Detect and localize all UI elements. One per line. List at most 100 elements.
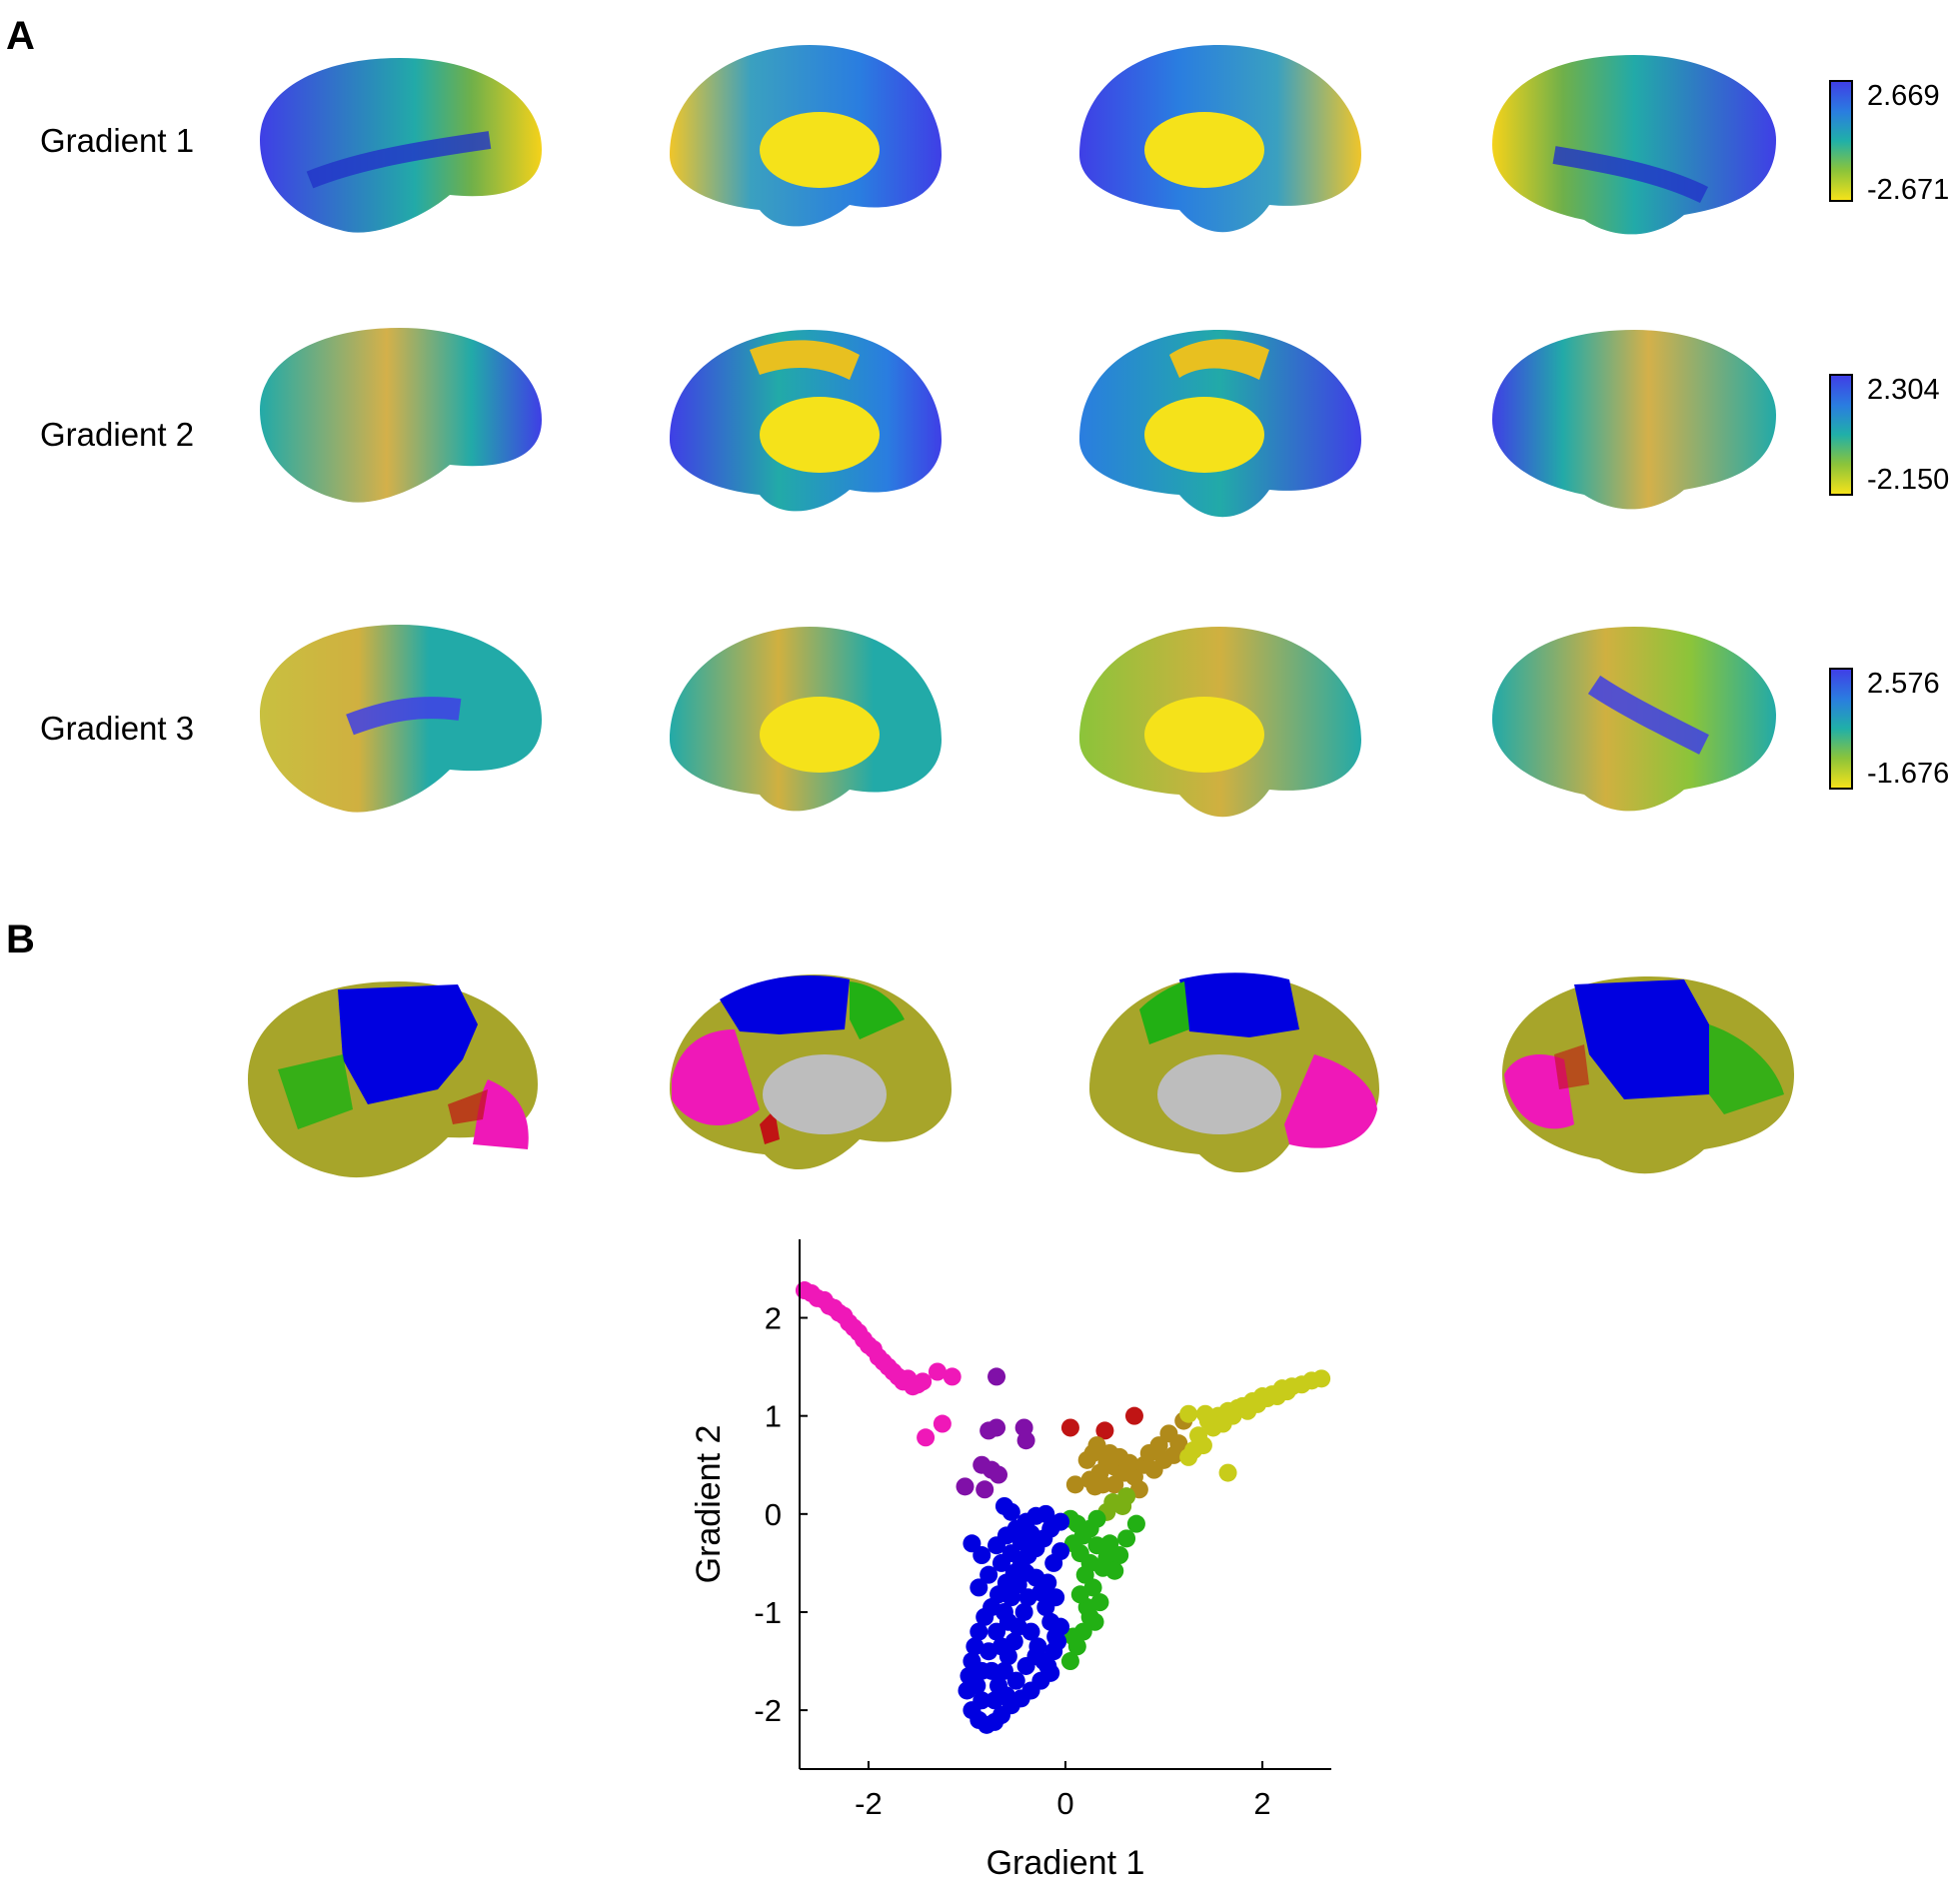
- scatter-point: [1014, 1602, 1033, 1621]
- scatter-point: [970, 1578, 988, 1597]
- scatter-point: [1063, 1627, 1082, 1646]
- scatter-point: [976, 1480, 994, 1499]
- scatter-point: [1195, 1404, 1214, 1423]
- scatter-point: [1120, 1453, 1139, 1472]
- brain-medial-right: [1079, 45, 1361, 233]
- scatter-point: [1105, 1475, 1124, 1494]
- scatter-point: [966, 1637, 984, 1656]
- x-axis-title: Gradient 1: [986, 1844, 1145, 1882]
- scatter-point: [1100, 1443, 1119, 1462]
- scatter-point: [1100, 1534, 1119, 1553]
- scatter-point: [1179, 1404, 1198, 1423]
- colorbar-3: [1829, 668, 1853, 790]
- scatter-point: [1077, 1450, 1096, 1469]
- scatter-point: [987, 1367, 1006, 1386]
- colorbar-2: [1829, 374, 1853, 496]
- scatter-point: [1080, 1470, 1099, 1489]
- scatter-point: [976, 1607, 994, 1626]
- scatter-point: [1051, 1542, 1070, 1561]
- y-tick-label: 2: [765, 1301, 782, 1336]
- scatter-point: [1065, 1475, 1084, 1494]
- brain-medial-left: [670, 627, 942, 812]
- scatter-point: [996, 1686, 1015, 1705]
- panel-label-a: A: [6, 14, 35, 58]
- y-tick-label: -1: [754, 1595, 782, 1630]
- scatter-point: [1006, 1671, 1025, 1690]
- scatter-point: [1312, 1369, 1331, 1388]
- scatter-point: [998, 1612, 1017, 1631]
- scatter-point: [1051, 1617, 1070, 1636]
- scatter-point: [989, 1465, 1008, 1484]
- x-tick-label: 2: [1253, 1786, 1270, 1821]
- scatter-point: [914, 1372, 933, 1391]
- brain-lateral-right: [1492, 55, 1776, 235]
- x-tick-label: 0: [1056, 1786, 1073, 1821]
- cluster-brain-medial-left: [670, 974, 952, 1170]
- row-label: Gradient 2: [40, 416, 195, 453]
- scatter-point: [1048, 1632, 1067, 1651]
- y-axis-title: Gradient 2: [690, 1425, 728, 1584]
- y-tick-label: 0: [765, 1497, 782, 1532]
- scatter-point: [973, 1691, 991, 1710]
- brain-lateral-left: [260, 58, 542, 233]
- brain-lateral-left: [260, 328, 542, 503]
- brain-lateral-left: [260, 625, 542, 813]
- brain-lateral-right: [1492, 330, 1776, 510]
- scatter-point: [963, 1534, 981, 1553]
- panel-label-b: B: [6, 918, 35, 961]
- scatter-points: [795, 1281, 1331, 1734]
- scatter-point: [1124, 1406, 1143, 1425]
- cluster-brain-lateral-right: [1502, 976, 1794, 1174]
- scatter-point: [968, 1676, 986, 1695]
- scatter-point: [1036, 1504, 1055, 1523]
- scatter-point: [1001, 1502, 1020, 1521]
- brain-medial-left: [670, 330, 942, 512]
- brain-medial-left: [670, 45, 942, 227]
- y-tick-label: 1: [765, 1399, 782, 1434]
- scatter-point: [1026, 1647, 1045, 1666]
- scatter-point: [982, 1661, 1001, 1680]
- scatter-point: [1016, 1563, 1035, 1582]
- colorbar-max: 2.669: [1867, 80, 1940, 112]
- scatter-point: [928, 1362, 947, 1381]
- scatter-point: [1075, 1565, 1094, 1584]
- row-label: Gradient 1: [40, 122, 195, 159]
- scatter-point: [994, 1661, 1013, 1680]
- colorbar-min: -2.671: [1867, 174, 1950, 206]
- scatter-point: [1110, 1546, 1129, 1565]
- scatter-point: [1016, 1431, 1035, 1450]
- scatter-point: [956, 1477, 975, 1496]
- scatter-point: [987, 1622, 1006, 1641]
- axis-ticks: -2 0 2 -2 -1 0 1 2: [754, 1301, 1270, 1821]
- scatter-point: [1149, 1436, 1168, 1455]
- row-label: Gradient 3: [40, 710, 195, 747]
- scatter-point: [1060, 1418, 1079, 1437]
- scatter-point: [1193, 1436, 1212, 1455]
- scatter-point: [1218, 1463, 1237, 1482]
- scatter-point: [1126, 1514, 1145, 1533]
- scatter-point: [991, 1637, 1010, 1656]
- gradient-scatter-plot: -2 0 2 -2 -1 0 1 2 Gradient 1 Gradient 2: [690, 1239, 1331, 1882]
- scatter-point: [980, 1421, 998, 1440]
- scatter-point: [1105, 1561, 1124, 1580]
- scatter-point: [1038, 1573, 1057, 1592]
- y-tick-label: -2: [754, 1693, 782, 1728]
- colorbar-min: -2.150: [1867, 464, 1950, 496]
- scatter-point: [1117, 1529, 1136, 1548]
- scatter-point: [933, 1414, 952, 1433]
- x-tick-label: -2: [855, 1786, 883, 1821]
- cluster-brain-medial-right: [1089, 972, 1379, 1173]
- scatter-point: [1001, 1544, 1020, 1563]
- scatter-point: [1070, 1585, 1089, 1604]
- scatter-point: [1060, 1652, 1079, 1671]
- colorbar-max: 2.304: [1867, 374, 1940, 406]
- scatter-point: [1021, 1622, 1040, 1641]
- scatter-point: [1018, 1588, 1037, 1607]
- scatter-point: [943, 1367, 962, 1386]
- cluster-brain-lateral-left: [248, 981, 538, 1178]
- scatter-point: [980, 1565, 998, 1584]
- brain-lateral-right: [1492, 627, 1776, 812]
- scatter-point: [973, 1546, 991, 1565]
- scatter-point: [1041, 1663, 1060, 1682]
- scatter-point: [970, 1622, 988, 1641]
